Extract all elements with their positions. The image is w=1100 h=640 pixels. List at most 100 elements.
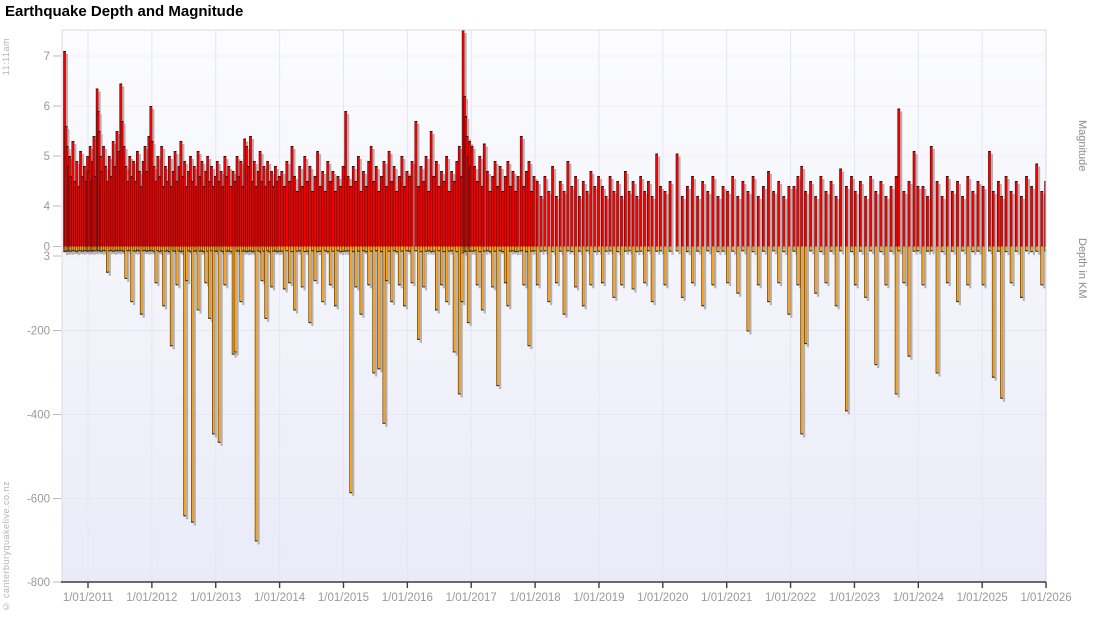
quake-bar[interactable] bbox=[889, 186, 895, 255]
quake-magnitude-bar[interactable] bbox=[127, 181, 130, 248]
quake-depth-bar[interactable] bbox=[388, 246, 391, 252]
quake-bar[interactable] bbox=[1044, 181, 1049, 254]
quake-depth-bar[interactable] bbox=[762, 246, 765, 252]
quake-depth-bar[interactable] bbox=[681, 246, 684, 298]
quake-depth-bar[interactable] bbox=[752, 246, 755, 253]
quake-depth-bar[interactable] bbox=[494, 246, 497, 252]
quake-depth-bar[interactable] bbox=[383, 246, 386, 424]
quake-depth-bar[interactable] bbox=[555, 246, 558, 284]
quake-magnitude-bar[interactable] bbox=[334, 191, 337, 248]
quake-depth-bar[interactable] bbox=[112, 246, 115, 252]
quake-magnitude-bar[interactable] bbox=[132, 161, 135, 248]
quake-depth-bar[interactable] bbox=[83, 246, 86, 251]
quake-magnitude-bar[interactable] bbox=[820, 176, 823, 248]
quake-magnitude-bar[interactable] bbox=[372, 181, 376, 248]
quake-magnitude-bar[interactable] bbox=[236, 156, 239, 248]
quake-depth-bar[interactable] bbox=[344, 246, 347, 252]
quake-bar[interactable] bbox=[951, 191, 956, 255]
quake-bar[interactable] bbox=[940, 196, 946, 256]
quake-magnitude-bar[interactable] bbox=[134, 181, 137, 248]
quake-magnitude-bar[interactable] bbox=[291, 146, 294, 248]
quake-magnitude-bar[interactable] bbox=[782, 196, 786, 248]
quake-magnitude-bar[interactable] bbox=[337, 176, 340, 248]
quake-magnitude-bar[interactable] bbox=[992, 191, 995, 248]
quake-bar[interactable] bbox=[627, 191, 633, 255]
quake-bar[interactable] bbox=[772, 191, 778, 255]
quake-magnitude-bar[interactable] bbox=[1020, 196, 1023, 248]
quake-depth-bar[interactable] bbox=[176, 246, 179, 286]
quake-bar[interactable] bbox=[929, 146, 935, 255]
quake-depth-bar[interactable] bbox=[272, 246, 275, 252]
quake-depth-bar[interactable] bbox=[204, 246, 208, 284]
quake-magnitude-bar[interactable] bbox=[83, 166, 86, 248]
quake-magnitude-bar[interactable] bbox=[1030, 186, 1033, 248]
quake-magnitude-bar[interactable] bbox=[736, 196, 740, 248]
quake-magnitude-bar[interactable] bbox=[712, 176, 715, 248]
quake-magnitude-bar[interactable] bbox=[168, 156, 171, 248]
quake-bar[interactable] bbox=[736, 196, 742, 297]
quake-magnitude-bar[interactable] bbox=[586, 191, 589, 248]
quake-bar[interactable] bbox=[1035, 163, 1041, 255]
quake-depth-bar[interactable] bbox=[347, 246, 350, 252]
quake-depth-bar[interactable] bbox=[266, 246, 269, 252]
quake-magnitude-bar[interactable] bbox=[691, 176, 694, 248]
quake-bar[interactable] bbox=[696, 196, 702, 255]
quake-depth-bar[interactable] bbox=[726, 246, 729, 284]
quake-magnitude-bar[interactable] bbox=[108, 156, 111, 248]
quake-depth-bar[interactable] bbox=[859, 246, 862, 252]
quake-depth-bar[interactable] bbox=[651, 246, 654, 303]
quake-magnitude-bar[interactable] bbox=[443, 181, 446, 248]
quake-magnitude-bar[interactable] bbox=[257, 171, 260, 248]
quake-magnitude-bar[interactable] bbox=[241, 186, 245, 248]
quake-magnitude-bar[interactable] bbox=[605, 196, 608, 248]
quake-bar[interactable] bbox=[535, 181, 541, 289]
quake-depth-bar[interactable] bbox=[455, 246, 459, 253]
quake-bar[interactable] bbox=[721, 186, 727, 255]
quake-depth-bar[interactable] bbox=[536, 246, 539, 286]
quake-depth-bar[interactable] bbox=[504, 246, 507, 284]
quake-depth-bar[interactable] bbox=[988, 246, 991, 252]
quake-magnitude-bar[interactable] bbox=[380, 176, 383, 248]
quake-depth-bar[interactable] bbox=[174, 246, 177, 252]
quake-magnitude-bar[interactable] bbox=[478, 156, 482, 248]
quake-depth-bar[interactable] bbox=[605, 246, 608, 252]
quake-depth-bar[interactable] bbox=[134, 246, 137, 252]
quake-depth-bar[interactable] bbox=[1005, 246, 1008, 253]
quake-magnitude-bar[interactable] bbox=[582, 181, 585, 248]
quake-magnitude-bar[interactable] bbox=[913, 151, 916, 248]
quake-magnitude-bar[interactable] bbox=[266, 161, 269, 248]
quake-magnitude-bar[interactable] bbox=[189, 156, 192, 248]
quake-magnitude-bar[interactable] bbox=[772, 191, 775, 248]
quake-magnitude-bar[interactable] bbox=[726, 191, 729, 248]
quake-magnitude-bar[interactable] bbox=[130, 176, 133, 248]
quake-depth-bar[interactable] bbox=[291, 246, 294, 253]
quake-bar[interactable] bbox=[570, 186, 576, 256]
quake-magnitude-bar[interactable] bbox=[430, 131, 433, 248]
quake-magnitude-bar[interactable] bbox=[613, 191, 616, 248]
quake-magnitude-bar[interactable] bbox=[214, 176, 217, 248]
quake-magnitude-bar[interactable] bbox=[157, 156, 160, 248]
quake-magnitude-bar[interactable] bbox=[199, 176, 202, 248]
quake-depth-bar[interactable] bbox=[747, 246, 750, 332]
quake-bar[interactable] bbox=[578, 196, 583, 255]
quake-magnitude-bar[interactable] bbox=[512, 171, 515, 248]
quake-depth-bar[interactable] bbox=[142, 246, 145, 252]
quake-depth-bar[interactable] bbox=[471, 246, 474, 252]
quake-bar[interactable] bbox=[616, 181, 622, 256]
quake-bar[interactable] bbox=[566, 161, 572, 255]
quake-magnitude-bar[interactable] bbox=[155, 181, 158, 248]
quake-magnitude-bar[interactable] bbox=[578, 196, 581, 248]
quake-magnitude-bar[interactable] bbox=[874, 191, 878, 248]
quake-magnitude-bar[interactable] bbox=[1010, 191, 1013, 248]
quake-depth-bar[interactable] bbox=[936, 246, 939, 374]
quake-depth-bar[interactable] bbox=[403, 246, 406, 307]
quake-magnitude-bar[interactable] bbox=[597, 176, 600, 248]
quake-depth-bar[interactable] bbox=[544, 246, 547, 252]
quake-magnitude-bar[interactable] bbox=[555, 196, 558, 248]
quake-depth-bar[interactable] bbox=[620, 246, 623, 286]
quake-depth-bar[interactable] bbox=[144, 246, 147, 251]
quake-magnitude-bar[interactable] bbox=[162, 186, 165, 248]
quake-magnitude-bar[interactable] bbox=[406, 171, 409, 248]
quake-depth-bar[interactable] bbox=[324, 246, 327, 252]
quake-bar[interactable] bbox=[1040, 191, 1046, 289]
